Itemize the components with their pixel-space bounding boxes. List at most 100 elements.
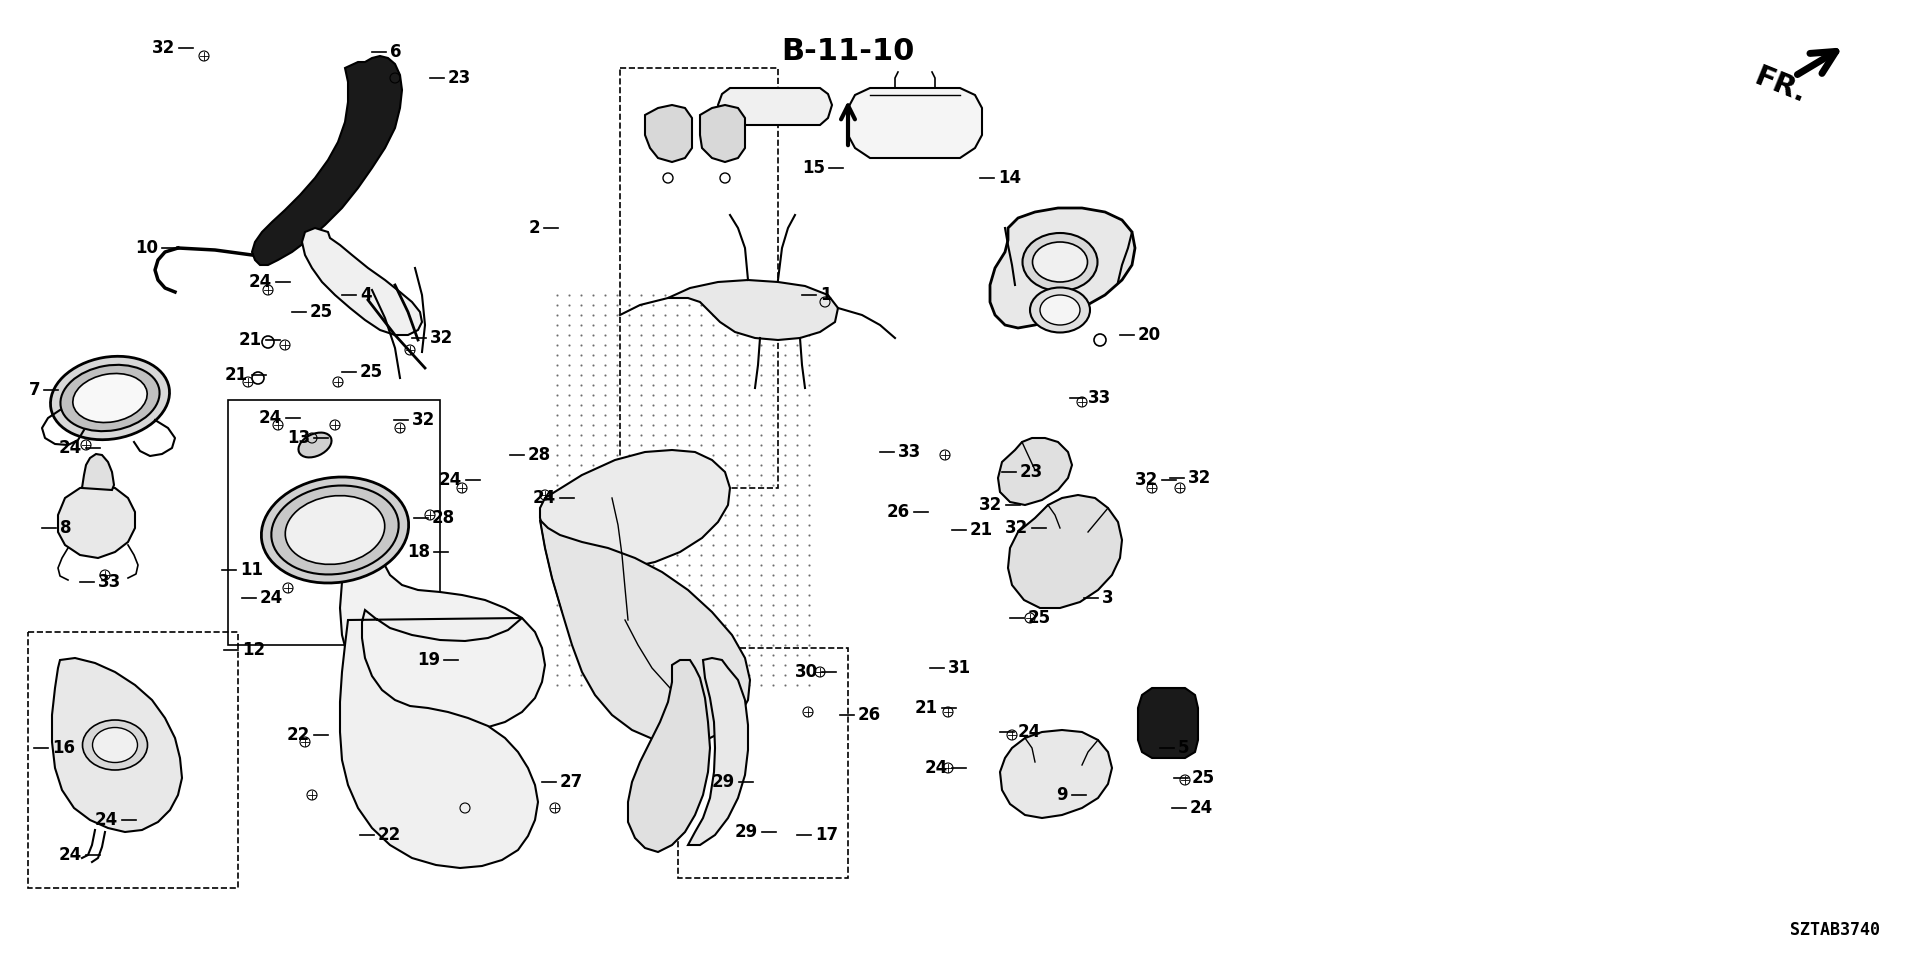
Text: SZTAB3740: SZTAB3740: [1789, 921, 1880, 939]
Ellipse shape: [1029, 287, 1091, 332]
Bar: [228, 400, 440, 645]
Text: 21: 21: [238, 331, 261, 349]
Text: 24: 24: [259, 409, 282, 427]
Text: 31: 31: [948, 659, 972, 677]
Ellipse shape: [1023, 233, 1098, 291]
Text: 13: 13: [286, 429, 309, 447]
Polygon shape: [645, 105, 691, 162]
Polygon shape: [718, 88, 831, 125]
Ellipse shape: [271, 486, 399, 574]
Text: 33: 33: [98, 573, 121, 591]
Polygon shape: [83, 454, 113, 490]
Text: 24: 24: [440, 471, 463, 489]
Polygon shape: [701, 105, 745, 162]
Text: 23: 23: [447, 69, 470, 87]
Text: 1: 1: [820, 286, 831, 304]
Polygon shape: [687, 658, 749, 845]
Text: FR.: FR.: [1749, 63, 1811, 109]
Polygon shape: [540, 520, 751, 745]
Text: 3: 3: [1102, 589, 1114, 607]
Ellipse shape: [50, 356, 169, 440]
Text: 32: 32: [979, 496, 1002, 514]
Text: 11: 11: [240, 561, 263, 579]
Ellipse shape: [60, 365, 159, 431]
Text: 32: 32: [1135, 471, 1158, 489]
Ellipse shape: [83, 720, 148, 770]
Text: 29: 29: [735, 823, 758, 841]
Text: 4: 4: [361, 286, 372, 304]
Text: 26: 26: [858, 706, 881, 724]
Bar: [29, 632, 238, 888]
Text: 24: 24: [925, 759, 948, 777]
Text: 27: 27: [561, 773, 584, 791]
Polygon shape: [628, 660, 710, 852]
Ellipse shape: [261, 477, 409, 583]
Polygon shape: [301, 228, 422, 335]
Text: 5: 5: [1179, 739, 1190, 757]
Text: 21: 21: [914, 699, 939, 717]
Polygon shape: [252, 56, 401, 265]
Text: 16: 16: [52, 739, 75, 757]
Text: 22: 22: [286, 726, 309, 744]
Polygon shape: [340, 498, 545, 730]
Text: 8: 8: [60, 519, 71, 537]
Text: 30: 30: [795, 663, 818, 681]
Text: 17: 17: [814, 826, 839, 844]
Text: 9: 9: [1056, 786, 1068, 804]
Text: 32: 32: [152, 39, 175, 57]
Text: 2: 2: [528, 219, 540, 237]
Text: 24: 24: [1190, 799, 1213, 817]
Text: 25: 25: [309, 303, 334, 321]
Bar: [620, 68, 778, 488]
Text: 6: 6: [390, 43, 401, 61]
Text: 24: 24: [259, 589, 284, 607]
Text: 23: 23: [1020, 463, 1043, 481]
Polygon shape: [998, 438, 1071, 505]
Polygon shape: [540, 450, 730, 568]
Text: 28: 28: [432, 509, 455, 527]
Text: 12: 12: [242, 641, 265, 659]
Polygon shape: [1139, 688, 1198, 758]
Text: 21: 21: [225, 366, 248, 384]
Text: 21: 21: [970, 521, 993, 539]
Bar: [678, 648, 849, 878]
Text: 33: 33: [1089, 389, 1112, 407]
Polygon shape: [1000, 730, 1112, 818]
Polygon shape: [1008, 495, 1121, 608]
Text: 24: 24: [1018, 723, 1041, 741]
Ellipse shape: [298, 433, 332, 457]
Text: 14: 14: [998, 169, 1021, 187]
Text: 22: 22: [378, 826, 401, 844]
Text: 32: 32: [430, 329, 453, 347]
Text: 24: 24: [60, 439, 83, 457]
Text: 18: 18: [407, 543, 430, 561]
Text: B-11-10: B-11-10: [781, 37, 914, 66]
Text: 19: 19: [417, 651, 440, 669]
Text: 32: 32: [1004, 519, 1027, 537]
Polygon shape: [340, 610, 538, 868]
Polygon shape: [52, 658, 182, 832]
Text: 10: 10: [134, 239, 157, 257]
Polygon shape: [668, 280, 837, 340]
Text: 29: 29: [712, 773, 735, 791]
Ellipse shape: [286, 495, 384, 564]
Polygon shape: [58, 485, 134, 558]
Ellipse shape: [1033, 242, 1087, 282]
Ellipse shape: [73, 373, 148, 422]
Text: 24: 24: [60, 846, 83, 864]
Text: 24: 24: [532, 489, 557, 507]
Text: 24: 24: [250, 273, 273, 291]
Text: 32: 32: [413, 411, 436, 429]
Text: 32: 32: [1188, 469, 1212, 487]
Text: 24: 24: [94, 811, 117, 829]
Polygon shape: [849, 88, 981, 158]
Text: 25: 25: [1192, 769, 1215, 787]
Text: 25: 25: [1027, 609, 1050, 627]
Text: 26: 26: [887, 503, 910, 521]
Bar: [540, 280, 826, 700]
Text: 28: 28: [528, 446, 551, 464]
Text: 33: 33: [899, 443, 922, 461]
Text: 25: 25: [361, 363, 384, 381]
Text: 20: 20: [1139, 326, 1162, 344]
Ellipse shape: [1041, 295, 1079, 325]
